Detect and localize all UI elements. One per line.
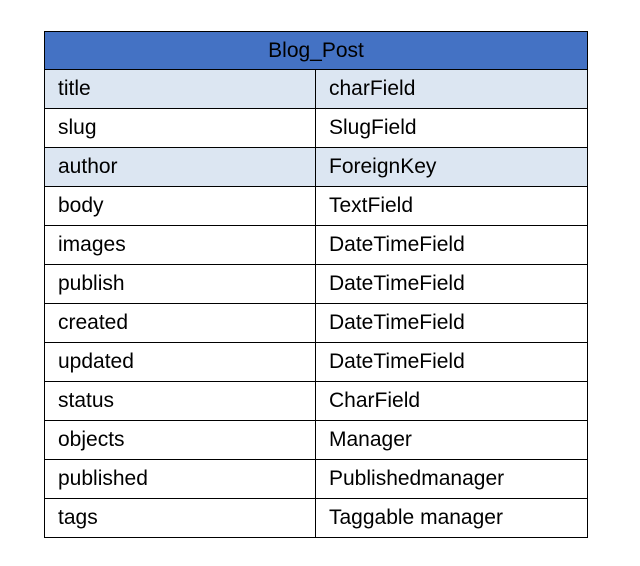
table-header-row: Blog_Post (43, 31, 589, 70)
table-row: tags Taggable manager (44, 498, 589, 538)
field-type-cell: Publishedmanager (314, 459, 589, 499)
table-row: published Publishedmanager (44, 459, 589, 499)
field-name-cell: publish (44, 264, 316, 304)
table-row: updated DateTimeField (44, 342, 589, 382)
table-row: images DateTimeField (44, 225, 589, 265)
field-name-cell: slug (44, 108, 316, 148)
field-type-cell: SlugField (314, 108, 589, 148)
field-type-cell: DateTimeField (314, 264, 589, 304)
table-row: slug SlugField (44, 108, 589, 148)
field-name-cell: author (44, 147, 316, 187)
field-type-cell: DateTimeField (314, 303, 589, 343)
field-type-cell: CharField (314, 381, 589, 421)
field-name-cell: updated (44, 342, 316, 382)
table-row: publish DateTimeField (44, 264, 589, 304)
field-name-cell: objects (44, 420, 316, 460)
table-row: status CharField (44, 381, 589, 421)
table-row: title charField (44, 69, 589, 109)
table-row: body TextField (44, 186, 589, 226)
field-type-cell: Manager (314, 420, 589, 460)
field-type-cell: DateTimeField (314, 225, 589, 265)
table-row: created DateTimeField (44, 303, 589, 343)
field-type-cell: DateTimeField (314, 342, 589, 382)
field-name-cell: published (44, 459, 316, 499)
field-name-cell: tags (44, 498, 316, 538)
table-body: title charField slug SlugField author Foreign… (44, 69, 589, 538)
field-name-cell: status (44, 381, 316, 421)
table-row: objects Manager (44, 420, 589, 460)
field-type-cell: ForeignKey (314, 147, 589, 187)
field-type-cell: charField (314, 69, 589, 109)
field-type-cell: Taggable manager (314, 498, 589, 538)
table-row: author ForeignKey (44, 147, 589, 187)
model-table: Blog_Post title charField slug SlugField aut… (43, 31, 589, 538)
field-name-cell: title (44, 69, 316, 109)
field-name-cell: created (44, 303, 316, 343)
field-name-cell: body (44, 186, 316, 226)
table-title: Blog_Post (43, 31, 589, 70)
field-name-cell: images (44, 225, 316, 265)
field-type-cell: TextField (314, 186, 589, 226)
